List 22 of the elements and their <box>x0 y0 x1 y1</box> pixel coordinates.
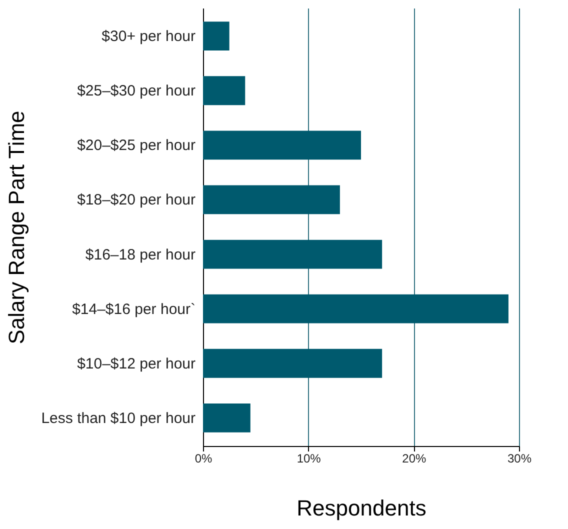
x-tick-label: 20% <box>402 452 426 466</box>
bar <box>203 294 508 324</box>
y-tick-label: $20–$25 per hour <box>77 137 196 154</box>
y-tick-label: $16–18 per hour <box>85 246 196 264</box>
y-axis-title: Salary Range Part Time <box>4 110 30 344</box>
bar <box>203 185 340 214</box>
x-tick-label: 30% <box>507 452 532 466</box>
y-tick-label: $10–$12 per hour <box>77 355 196 372</box>
y-tick-label: Less than $10 per hour <box>41 410 196 427</box>
x-tick-label: 10% <box>296 452 322 466</box>
bar <box>203 76 246 106</box>
y-tick-label: $18–$20 per hour <box>77 192 196 209</box>
y-tick-label: $30+ per hour <box>102 28 196 46</box>
y-tick-label: $14–$16 per hour` <box>72 300 196 318</box>
bar <box>203 403 250 432</box>
x-axis-title: Respondents <box>296 496 426 520</box>
bar <box>203 348 382 378</box>
bar <box>203 22 230 51</box>
bar <box>203 130 361 160</box>
y-tick-label: $25–$30 per hour <box>77 82 196 100</box>
bar <box>203 240 382 269</box>
x-tick-label: 0% <box>194 452 212 466</box>
